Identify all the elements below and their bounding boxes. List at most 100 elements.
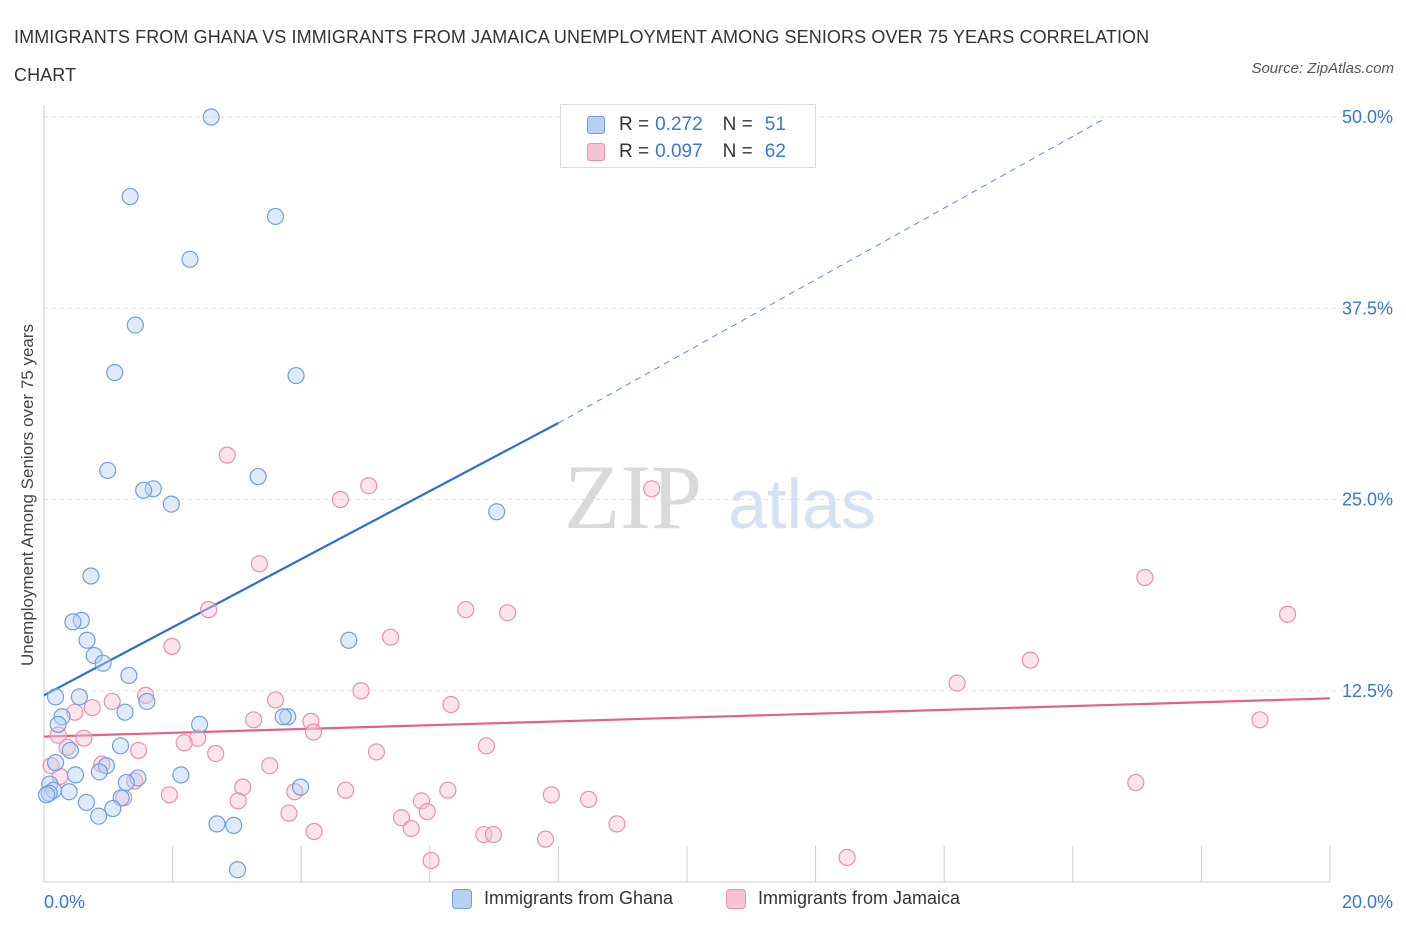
ghana-r-value: 0.272 — [655, 114, 703, 135]
ghana-point — [49, 715, 67, 734]
jamaica-n-value: 62 — [764, 141, 786, 162]
ghana-point — [66, 766, 85, 784]
jamaica-point — [367, 743, 386, 761]
ghana-point — [162, 495, 180, 513]
jamaica-r-label: R = — [619, 141, 650, 162]
jamaica-point — [608, 815, 626, 833]
ghana-point — [274, 708, 292, 726]
jamaica-point — [439, 781, 457, 799]
ghana-legend-label: Immigrants from Ghana — [484, 888, 674, 908]
jamaica-point — [136, 686, 155, 704]
ghana-point — [61, 741, 79, 760]
ghana-point — [225, 816, 243, 834]
ghana-points — [37, 108, 506, 879]
tick-labels: 12.5% 25.0% 37.5% 50.0% 0.0% 20.0% — [44, 107, 1393, 912]
jamaica-trend-line — [43, 697, 1331, 738]
ghana-swatch — [587, 116, 605, 134]
ghana-point — [46, 754, 65, 772]
ghana-point — [82, 567, 100, 585]
jamaica-point — [1021, 651, 1039, 669]
jamaica-point — [103, 692, 121, 711]
jamaica-point — [418, 803, 436, 821]
ghana-point — [120, 666, 138, 685]
ghana-legend-swatch — [452, 888, 472, 909]
jamaica-point — [580, 790, 598, 808]
jamaica-point — [175, 734, 193, 752]
jamaica-point — [1127, 773, 1145, 792]
ghana-point — [64, 613, 82, 631]
grid-lines — [44, 116, 1390, 692]
jamaica-legend-swatch — [726, 888, 746, 909]
jamaica-point — [1278, 605, 1297, 623]
jamaica-n-label: N = — [722, 141, 753, 162]
jamaica-point — [499, 604, 517, 622]
legend-item-jamaica[interactable]: Immigrants from Jamaica — [726, 888, 960, 909]
legend-row-jamaica: R = 0.097 N = 62 — [587, 138, 786, 166]
ghana-point — [104, 799, 122, 818]
jamaica-point — [475, 825, 493, 844]
jamaica-point — [189, 729, 207, 747]
correlation-legend: R = 0.272 N = 51 R = 0.097 N = 62 — [560, 104, 816, 168]
jamaica-point — [207, 744, 225, 763]
jamaica-point — [477, 737, 495, 755]
jamaica-swatch — [587, 143, 605, 161]
x-tick-label: 20.0% — [1342, 892, 1393, 912]
jamaica-point — [280, 804, 298, 822]
ghana-point — [117, 773, 135, 792]
ghana-point — [249, 467, 267, 486]
jamaica-point — [412, 792, 431, 810]
jamaica-point — [163, 637, 181, 655]
jamaica-point — [542, 786, 560, 804]
jamaica-point — [422, 851, 440, 870]
ghana-point — [111, 737, 130, 755]
ghana-point — [126, 316, 144, 334]
jamaica-point — [402, 819, 420, 838]
ghana-point — [94, 654, 112, 672]
ghana-point — [488, 503, 506, 521]
jamaica-point — [381, 628, 400, 646]
ghana-point — [70, 688, 88, 706]
jamaica-point — [392, 809, 411, 827]
y-tick-label: 50.0% — [1342, 107, 1393, 127]
trend-lines — [43, 118, 1331, 738]
legend-item-ghana[interactable]: Immigrants from Ghana — [452, 888, 673, 909]
jamaica-point — [442, 695, 460, 714]
ghana-point — [181, 250, 199, 268]
ghana-point — [121, 187, 139, 206]
ghana-point — [135, 481, 153, 499]
ghana-point — [97, 757, 115, 775]
jamaica-point — [360, 477, 378, 495]
ghana-trend-line — [43, 422, 559, 697]
ghana-point — [172, 766, 190, 784]
jamaica-point — [305, 822, 323, 841]
series-legend: Immigrants from Ghana Immigrants from Ja… — [0, 888, 1406, 916]
jamaica-point — [336, 781, 355, 799]
jamaica-point — [286, 783, 304, 801]
ghana-point — [287, 366, 305, 385]
watermark-zip: ZIP — [564, 446, 702, 548]
jamaica-point — [160, 786, 178, 804]
jamaica-point — [58, 738, 76, 756]
jamaica-point — [75, 729, 93, 747]
ghana-trend-extension — [558, 118, 1106, 424]
jamaica-point — [83, 698, 101, 717]
ghana-point — [340, 631, 358, 649]
ghana-point — [228, 861, 247, 879]
jamaica-point — [838, 848, 856, 867]
x-tick-label: 0.0% — [44, 892, 85, 912]
ghana-point — [202, 108, 220, 126]
jamaica-point — [457, 601, 475, 619]
chart-title: IMMIGRANTS FROM GHANA VS IMMIGRANTS FROM… — [14, 27, 1150, 85]
y-tick-label: 25.0% — [1342, 490, 1393, 510]
jamaica-point — [250, 555, 269, 573]
jamaica-point — [245, 711, 263, 729]
ghana-point — [78, 631, 96, 649]
jamaica-point — [1251, 711, 1269, 729]
jamaica-point — [304, 723, 323, 741]
jamaica-point — [218, 446, 236, 464]
jamaica-point — [1136, 568, 1154, 587]
jamaica-point — [948, 674, 966, 692]
jamaica-point — [331, 490, 350, 509]
legend-row-ghana: R = 0.272 N = 51 — [587, 111, 786, 139]
ghana-point — [77, 793, 96, 812]
